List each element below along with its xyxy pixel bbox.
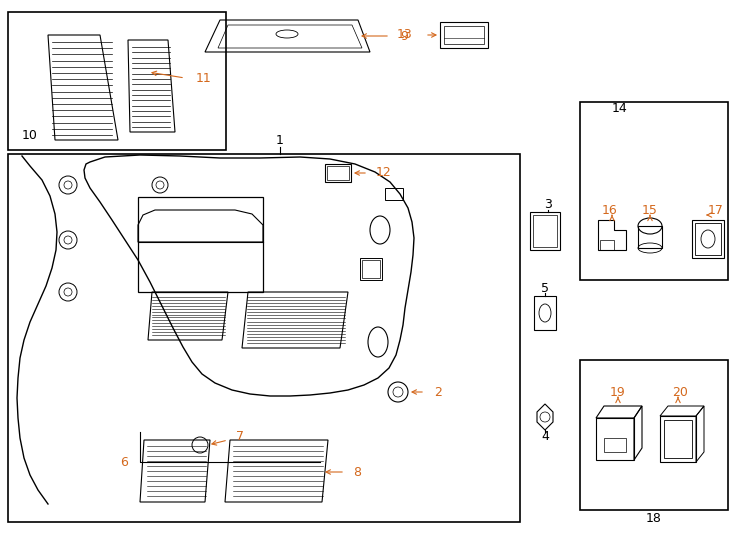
Bar — [600, 240, 614, 250]
Bar — [8, 154, 520, 522]
Text: 4: 4 — [541, 429, 549, 442]
Bar — [444, 26, 484, 44]
Text: 11: 11 — [196, 71, 211, 84]
Text: 8: 8 — [353, 465, 361, 478]
Bar — [8, 12, 226, 150]
Bar — [692, 220, 724, 258]
Bar — [580, 360, 728, 510]
Bar — [530, 212, 560, 250]
Text: 6: 6 — [120, 456, 128, 469]
Bar — [325, 164, 351, 182]
Text: 3: 3 — [544, 198, 552, 211]
Bar — [638, 226, 662, 248]
Text: 10: 10 — [22, 129, 38, 142]
Bar — [533, 215, 557, 247]
Bar — [440, 22, 488, 48]
Bar — [660, 416, 696, 462]
Bar — [580, 102, 728, 280]
Bar — [362, 260, 380, 278]
Text: 12: 12 — [376, 166, 392, 179]
Text: 2: 2 — [434, 386, 442, 399]
Text: 18: 18 — [646, 511, 662, 524]
Text: 16: 16 — [602, 204, 618, 217]
Text: 17: 17 — [708, 204, 724, 217]
Text: 14: 14 — [612, 102, 628, 114]
Text: 5: 5 — [541, 281, 549, 294]
Bar — [385, 188, 403, 200]
Text: 9: 9 — [400, 30, 408, 43]
Text: 19: 19 — [610, 386, 626, 399]
Text: 13: 13 — [396, 29, 412, 42]
Text: 1: 1 — [276, 133, 284, 146]
Text: 7: 7 — [236, 430, 244, 443]
Bar — [664, 420, 692, 458]
Bar — [596, 418, 634, 460]
Bar — [138, 197, 263, 292]
Bar — [695, 223, 721, 255]
Bar — [327, 166, 349, 180]
Bar — [604, 438, 626, 452]
Text: 20: 20 — [672, 386, 688, 399]
Bar — [360, 258, 382, 280]
Bar — [534, 296, 556, 330]
Text: 15: 15 — [642, 204, 658, 217]
